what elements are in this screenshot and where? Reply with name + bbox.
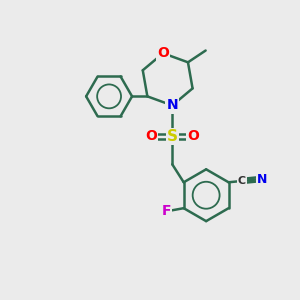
Text: F: F [161,204,171,218]
Text: N: N [167,98,178,112]
Text: O: O [157,46,169,60]
Text: O: O [145,129,157,143]
Text: S: S [167,129,178,144]
Text: N: N [257,173,268,186]
Text: O: O [188,129,200,143]
Text: C: C [238,176,246,186]
